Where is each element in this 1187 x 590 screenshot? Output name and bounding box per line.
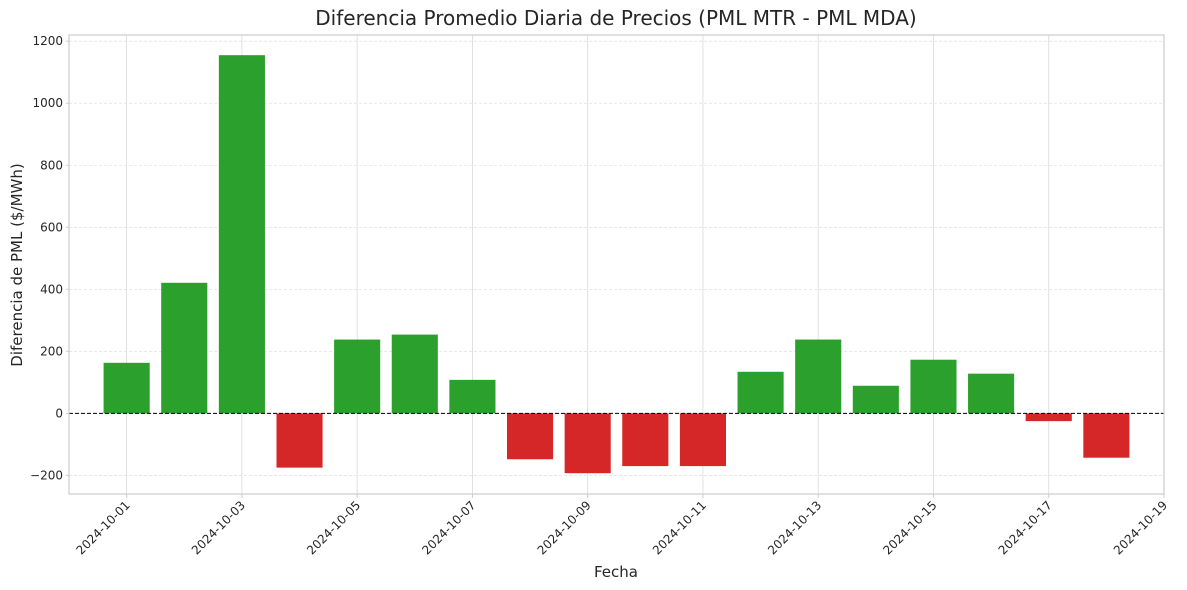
bar-2024-10-03 (218, 55, 265, 414)
bar-2024-10-13 (795, 339, 842, 414)
bar-2024-10-05 (334, 339, 381, 414)
bar-2024-10-17 (1025, 413, 1072, 422)
bar-2024-10-08 (507, 413, 554, 460)
bar-2024-10-01 (103, 362, 150, 414)
y-tick-label: 800 (40, 158, 63, 172)
bar-2024-10-06 (391, 334, 438, 414)
bar-2024-10-12 (737, 371, 784, 414)
bar-2024-10-02 (161, 282, 208, 414)
y-tick-label: 200 (40, 344, 63, 358)
y-tick-label: 1200 (32, 34, 63, 48)
x-tick-label: 2024-10-05 (304, 498, 363, 557)
x-tick-label: 2024-10-03 (189, 498, 248, 557)
bar-2024-10-18 (1083, 413, 1130, 458)
plot-frame (68, 34, 1165, 495)
x-tick-label: 2024-10-17 (996, 498, 1055, 557)
x-ticks: 2024-10-01 2024-10-03 2024-10-05 2024-10-07… (74, 494, 1170, 557)
bar-2024-10-10 (622, 413, 669, 467)
y-tick-label: −200 (30, 468, 63, 482)
bar-2024-10-04 (276, 413, 323, 468)
y-tick-label: 0 (55, 406, 63, 420)
x-axis-label: Fecha (594, 563, 638, 581)
y-ticks: −200 0 200 400 600 800 1000 1200 (30, 34, 69, 482)
y-axis-label: Diferencia de PML ($/MWh) (8, 163, 26, 366)
y-tick-label: 400 (40, 282, 63, 296)
x-tick-label: 2024-10-15 (880, 498, 939, 557)
bar-2024-10-09 (564, 413, 611, 474)
bar-2024-10-11 (679, 413, 726, 467)
bar-2024-10-16 (968, 373, 1015, 414)
chart-title: Diferencia Promedio Diaria de Precios (P… (315, 6, 916, 30)
bar-2024-10-07 (449, 379, 496, 414)
x-tick-label: 2024-10-07 (419, 498, 478, 557)
y-tick-label: 1000 (32, 96, 63, 110)
x-tick-label: 2024-10-13 (765, 498, 824, 557)
x-tick-label: 2024-10-11 (650, 498, 709, 557)
bar-2024-10-14 (852, 385, 899, 414)
y-tick-label: 600 (40, 220, 63, 234)
x-tick-label: 2024-10-09 (535, 498, 594, 557)
x-tick-label: 2024-10-01 (74, 498, 133, 557)
bar-2024-10-15 (910, 359, 957, 414)
x-tick-label: 2024-10-19 (1111, 498, 1170, 557)
bars (103, 55, 1130, 474)
